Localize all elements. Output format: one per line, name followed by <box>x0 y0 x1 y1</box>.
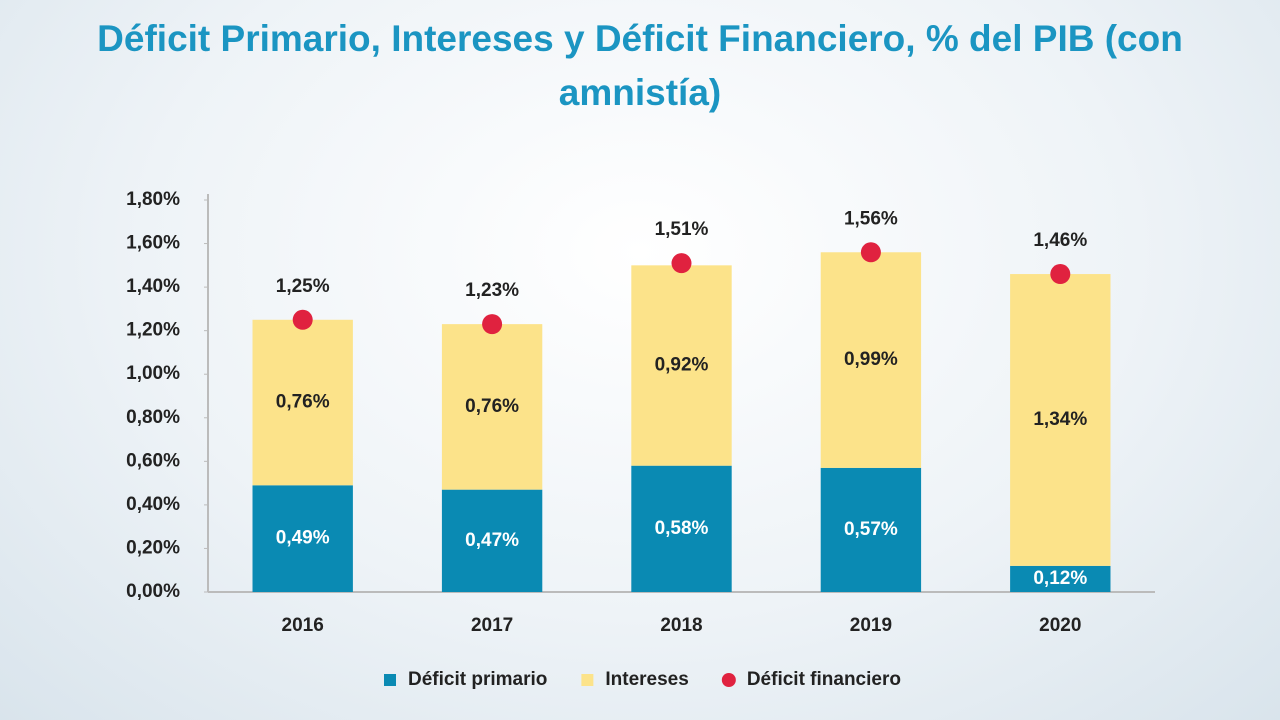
bar-segment <box>820 467 922 592</box>
marker <box>671 253 692 274</box>
y-tick-label: 1,20% <box>126 320 180 341</box>
y-tick-label: 0,40% <box>126 494 180 515</box>
data-label: 0,76% <box>465 396 519 417</box>
x-tick-label: 2017 <box>471 615 513 636</box>
data-label: 0,49% <box>276 528 330 549</box>
y-tick-label: 0,20% <box>126 537 180 558</box>
data-label: 0,12% <box>1033 568 1087 589</box>
bar-segment <box>1010 274 1111 566</box>
data-label: 0,47% <box>465 530 519 551</box>
y-tick-label: 0,60% <box>126 450 180 471</box>
data-label: 1,46% <box>1033 230 1087 251</box>
marker <box>482 314 503 335</box>
y-tick-label: 1,60% <box>126 233 180 254</box>
y-tick-label: 0,00% <box>126 581 180 602</box>
bar-segment <box>1010 565 1111 592</box>
data-label: 1,25% <box>276 276 330 297</box>
x-tick-label: 2018 <box>660 615 702 636</box>
legend-marker <box>721 673 736 687</box>
data-label: 1,23% <box>465 280 519 301</box>
data-label: 1,34% <box>1033 409 1087 430</box>
data-label: 0,76% <box>276 392 330 413</box>
bar-segment <box>252 485 353 592</box>
bar-segment <box>631 265 732 466</box>
bar-segment <box>441 324 543 490</box>
y-tick-label: 1,40% <box>126 276 180 297</box>
data-label: 1,51% <box>655 219 709 240</box>
bar-segment <box>631 465 732 592</box>
data-label: 0,99% <box>844 349 898 370</box>
marker <box>860 242 881 263</box>
marker <box>292 309 313 330</box>
marker <box>1050 264 1071 285</box>
legend-marker <box>384 674 396 686</box>
y-tick-label: 1,00% <box>126 363 180 384</box>
chart-title: Déficit Primario, Intereses y Déficit Fi… <box>97 18 1183 113</box>
legend-label: Déficit financiero <box>747 669 901 690</box>
x-tick-label: 2019 <box>850 615 892 636</box>
y-tick-label: 1,80% <box>126 189 180 210</box>
bar-segment <box>441 489 543 592</box>
legend-marker <box>581 674 594 686</box>
bar-segment <box>252 319 353 486</box>
x-tick-label: 2016 <box>282 615 324 636</box>
x-tick-label: 2020 <box>1039 615 1081 636</box>
data-label: 1,56% <box>844 208 898 229</box>
data-label: 0,58% <box>655 518 709 539</box>
legend-label: Intereses <box>605 669 688 690</box>
y-tick-label: 0,80% <box>126 407 180 428</box>
data-label: 0,57% <box>844 519 898 540</box>
legend-label: Déficit primario <box>408 669 547 690</box>
bar-segment <box>820 252 922 468</box>
data-label: 0,92% <box>655 355 709 376</box>
